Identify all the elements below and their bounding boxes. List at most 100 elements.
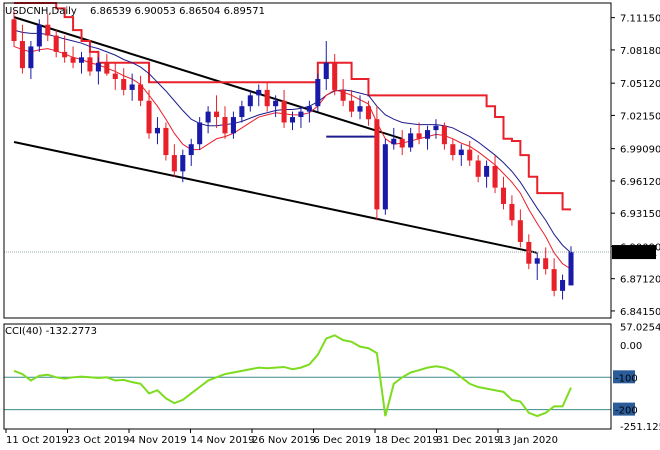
candle-body (475, 160, 481, 177)
candle-body (188, 144, 194, 156)
candle-body (357, 106, 363, 112)
price-tick-label: 6.87120 (620, 275, 660, 286)
candle-body (264, 89, 270, 107)
candle-body (36, 24, 42, 47)
date-tick-label: 18 Dec 2019 (375, 435, 439, 446)
candle-body (95, 62, 101, 72)
candle-body (62, 51, 68, 58)
candle-body (492, 165, 498, 188)
candle-body (273, 100, 279, 107)
candle-body (121, 79, 127, 90)
candle-body (332, 62, 338, 90)
candle-body (154, 127, 161, 134)
candle-body (500, 187, 507, 204)
candle-body (551, 269, 557, 291)
candle-body (391, 138, 397, 145)
candle-body (53, 35, 59, 52)
candle-body (399, 138, 405, 148)
price-tick-label: 7.05120 (620, 79, 660, 90)
cci-pane-border (3, 323, 612, 430)
current-price-box (612, 245, 656, 260)
candle-body (509, 203, 515, 221)
ohlc-readout: 6.86539 6.90053 6.86504 6.89571 (90, 6, 265, 17)
candle-body (298, 111, 304, 118)
candle-body (104, 62, 110, 74)
date-tick-label: 11 Oct 2019 (6, 435, 68, 446)
candle-body (112, 73, 118, 80)
candle-body (543, 258, 549, 270)
candle-body (416, 133, 422, 139)
candle-body (568, 251, 574, 286)
candle-body (526, 241, 532, 264)
candle-body (408, 133, 414, 148)
candle-body (230, 117, 236, 134)
price-tick-label: 6.84150 (620, 307, 660, 318)
cci-level-box (613, 402, 635, 416)
cci-pane[interactable] (4, 334, 611, 418)
candle-body (171, 155, 177, 172)
candle-body (433, 125, 439, 131)
candle-body (146, 100, 152, 134)
axes: 7.11150 7.08180 7.05120 7.02150 6.99090 6.961… (3, 2, 660, 446)
candle-body (323, 62, 329, 80)
lower-trend-line (13, 141, 538, 254)
candle-body (239, 106, 245, 118)
candle-body (349, 100, 355, 112)
cci-title: CCI(40) -132.2773 (5, 326, 97, 337)
candle-body (560, 279, 566, 291)
candle-body (340, 89, 346, 101)
candle-body (180, 155, 186, 172)
candle-body (256, 89, 262, 96)
candle-body (467, 149, 473, 161)
cci-level-box (613, 370, 635, 384)
candle-body (517, 220, 523, 242)
candle-body (374, 119, 380, 210)
cci-tick-label: -200 (615, 406, 638, 417)
price-pane[interactable] (4, 2, 611, 300)
candle-body (11, 19, 17, 42)
price-tick-label: 7.02150 (620, 111, 660, 122)
symbol-title: USDCNH,Daily (5, 6, 77, 17)
date-tick-label: 14 Nov 2019 (191, 435, 255, 446)
candle-body (450, 144, 456, 156)
price-tick-label: 7.11150 (620, 14, 660, 25)
candle-body (289, 117, 296, 123)
candle-body (28, 46, 34, 69)
candle-body (315, 79, 321, 107)
current-price-label: 6.89571 (616, 248, 657, 259)
date-tick-label: 31 Dec 2019 (437, 435, 501, 446)
candle-body (138, 84, 144, 101)
candle-body (87, 57, 93, 72)
candle-body (163, 127, 169, 156)
slow-ma-line (13, 29, 572, 254)
candle-body (365, 106, 371, 120)
candle-body (70, 57, 76, 63)
price-tick-label: 6.93150 (620, 209, 660, 220)
candle-body (222, 117, 228, 134)
candle-body (441, 125, 447, 145)
candle-body (484, 165, 490, 177)
date-tick-label: 4 Nov 2019 (129, 435, 187, 446)
price-tick-label: 7.08180 (620, 46, 660, 57)
date-tick-label: 23 Oct 2019 (68, 435, 130, 446)
candle-body (281, 100, 287, 123)
candle-body (214, 111, 220, 118)
date-tick-label: 6 Dec 2019 (314, 435, 372, 446)
candle-body (424, 130, 431, 139)
cci-tick-label: -100 (615, 373, 638, 384)
cci-tick-label: -251.1252 (620, 422, 660, 433)
candle-body (458, 149, 464, 156)
candle-body (534, 258, 540, 264)
candle-body (19, 41, 25, 69)
price-pane-border (3, 2, 612, 319)
price-tick-label: 6.99090 (620, 145, 660, 156)
candle-body (45, 24, 51, 36)
cci-line (13, 334, 572, 418)
cci-tick-label: 0.00 (620, 341, 642, 352)
cci-tick-label: 57.0254 (620, 323, 660, 334)
candle-body (197, 122, 203, 145)
date-tick-label: 13 Jan 2020 (498, 435, 558, 446)
candle-body (247, 95, 253, 107)
